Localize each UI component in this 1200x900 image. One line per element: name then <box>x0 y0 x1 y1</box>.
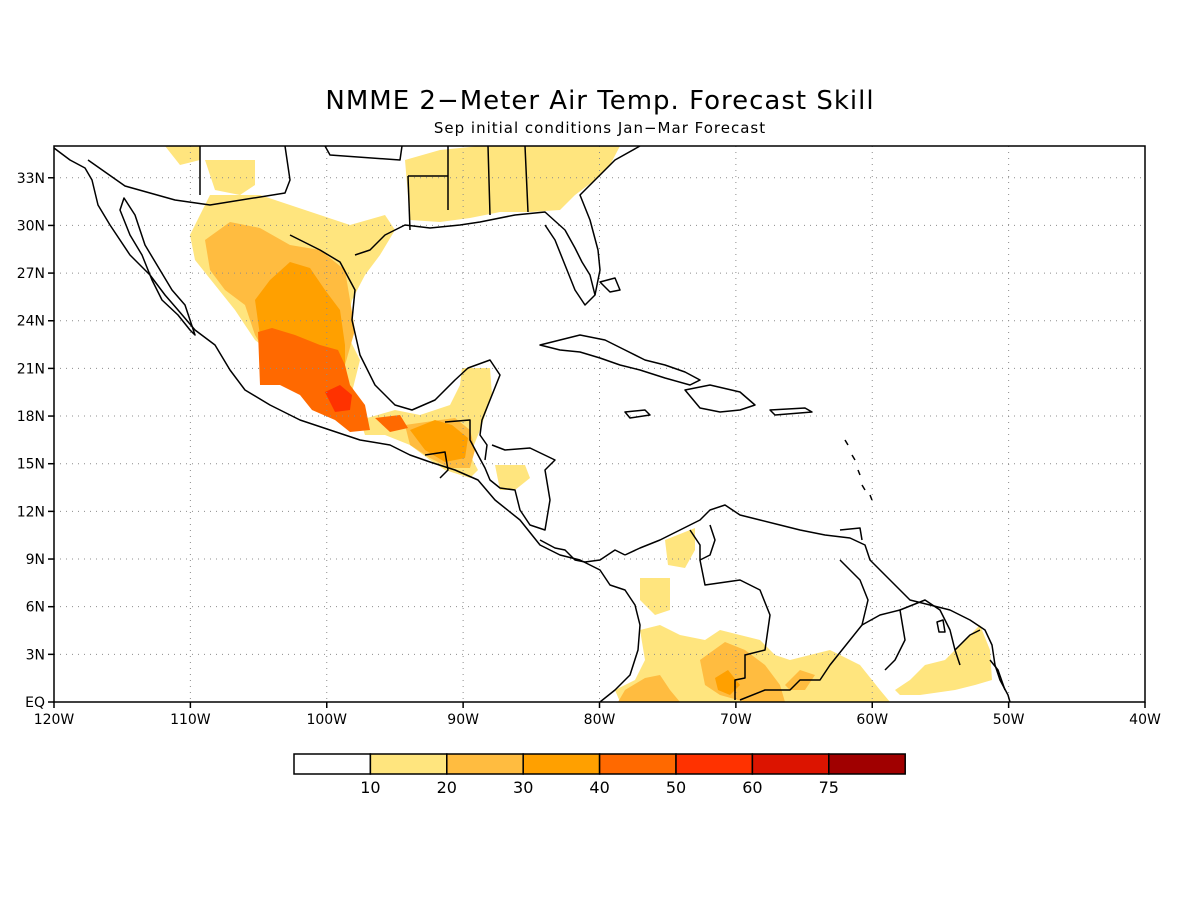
y-tick-label: 21N <box>17 361 45 377</box>
colorbar-label: 50 <box>666 778 686 797</box>
y-tick-label: 30N <box>17 218 45 234</box>
x-tick-label: 90W <box>447 712 479 728</box>
x-tick-label: 120W <box>34 712 75 728</box>
y-tick-label: 15N <box>17 457 45 473</box>
colorbar-swatch <box>598 753 677 775</box>
colorbar-label: 30 <box>513 778 533 797</box>
x-tick-label: 70W <box>720 712 752 728</box>
colorbar-label: 75 <box>819 778 839 797</box>
y-tick-label: 27N <box>17 266 45 282</box>
y-tick-label: EQ <box>25 695 45 711</box>
colorbar-label: 40 <box>589 778 609 797</box>
y-tick-label: 33N <box>17 171 45 187</box>
x-tick-label: 110W <box>170 712 211 728</box>
colorbar-swatch <box>369 753 448 775</box>
y-tick-label: 9N <box>26 552 45 568</box>
skill-shading <box>165 146 992 702</box>
colorbar: 10 20 30 40 50 60 75 <box>293 753 906 797</box>
y-tick-label: 24N <box>17 314 45 330</box>
x-tick-label: 100W <box>306 712 347 728</box>
colorbar-label: 10 <box>360 778 380 797</box>
colorbar-label: 60 <box>742 778 762 797</box>
skill-band-10-20 <box>165 146 992 702</box>
x-tick-label: 60W <box>856 712 888 728</box>
x-axis: 120W 110W 100W 90W 80W 70W 60W 50W 40W <box>34 702 1161 728</box>
colorbar-label: 20 <box>437 778 457 797</box>
x-tick-label: 80W <box>584 712 616 728</box>
skill-band-50-60 <box>325 385 352 412</box>
map-title: NMME 2−Meter Air Temp. Forecast Skill <box>325 86 875 116</box>
colorbar-swatch <box>828 753 906 775</box>
x-tick-label: 40W <box>1129 712 1161 728</box>
colorbar-swatch <box>675 753 754 775</box>
coastlines <box>54 146 1011 702</box>
y-tick-label: 6N <box>26 600 45 616</box>
y-axis: EQ 3N 6N 9N 12N 15N 18N 21N 24N 27N 30N 33N <box>17 171 54 711</box>
y-tick-label: 18N <box>17 409 45 425</box>
colorbar-swatch <box>751 753 830 775</box>
colorbar-swatch <box>293 753 372 775</box>
x-tick-label: 50W <box>993 712 1025 728</box>
colorbar-swatch <box>522 753 601 775</box>
colorbar-swatch <box>446 753 524 775</box>
y-tick-label: 12N <box>17 504 45 520</box>
y-tick-label: 3N <box>26 647 45 663</box>
map-subtitle: Sep initial conditions Jan−Mar Forecast <box>433 119 767 137</box>
